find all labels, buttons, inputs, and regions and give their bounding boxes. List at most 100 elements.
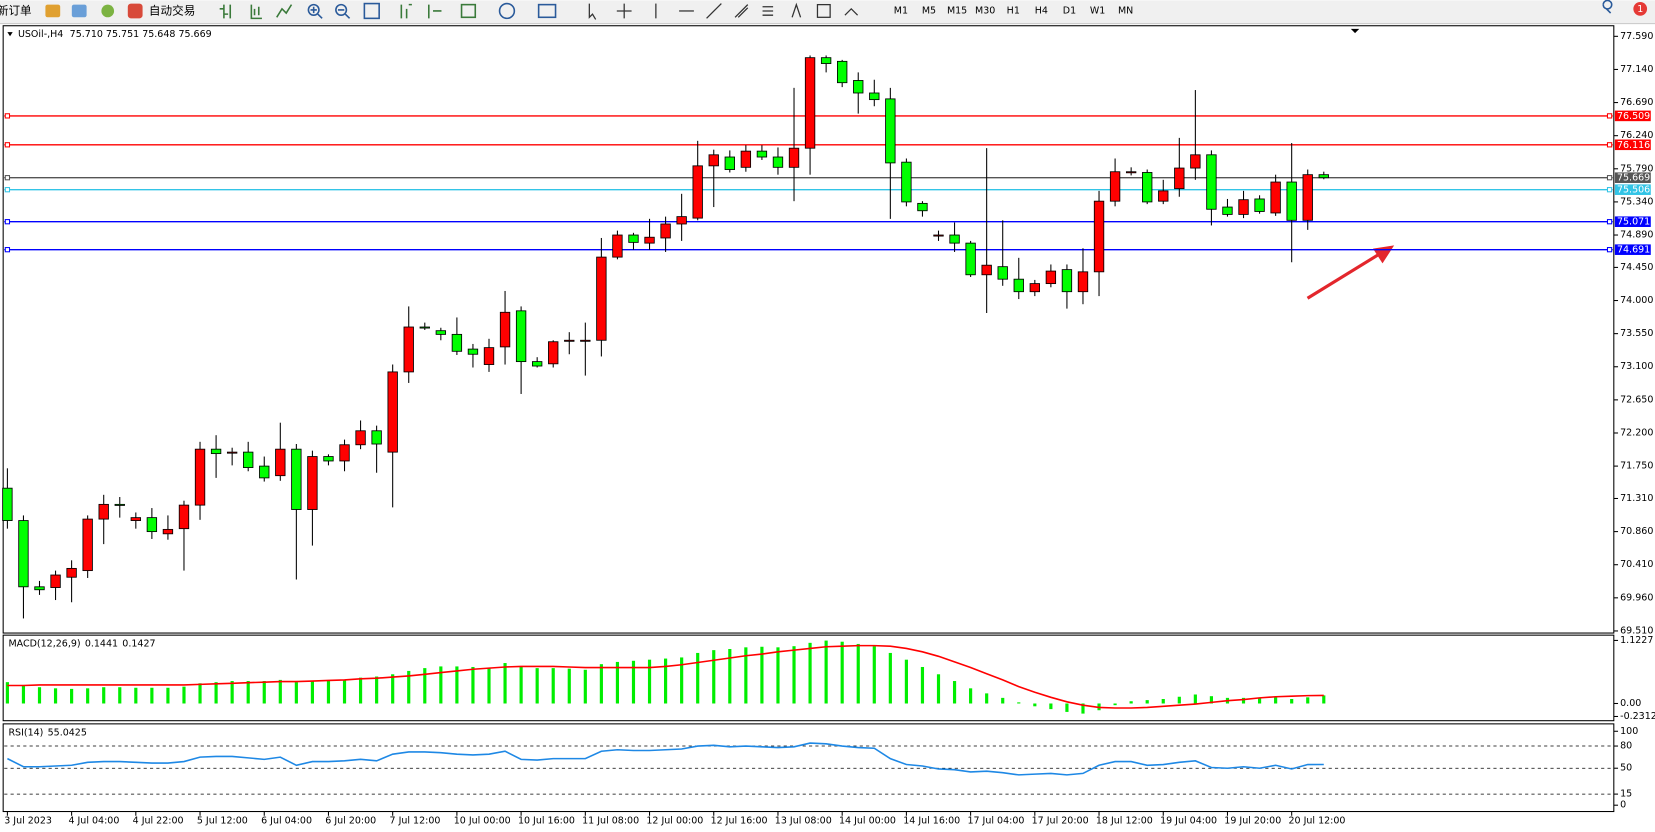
- level-handle: [1606, 175, 1613, 181]
- candle-body: [788, 147, 800, 168]
- search-icon[interactable]: [1602, 0, 1613, 14]
- macd-bar: [680, 657, 684, 704]
- macd-bar: [1081, 703, 1085, 714]
- macd-bar: [840, 641, 844, 704]
- candle-body: [82, 518, 93, 572]
- timeframe-button[interactable]: M30: [975, 5, 995, 16]
- timeframe-button[interactable]: M5: [922, 5, 936, 16]
- timeframe-button[interactable]: D1: [1063, 5, 1076, 16]
- x-tick-label: 14 Jul 16:00: [903, 816, 960, 827]
- icon[interactable]: [537, 3, 557, 19]
- icon[interactable]: [616, 3, 632, 19]
- icon[interactable]: [45, 4, 61, 18]
- icon[interactable]: [71, 4, 87, 18]
- macd-bar: [856, 643, 860, 704]
- candle-body: [1013, 278, 1024, 293]
- candle-body: [1029, 283, 1040, 293]
- auto-trading-button[interactable]: 自动交易: [149, 3, 195, 17]
- timeframe-button[interactable]: W1: [1090, 5, 1105, 16]
- timeframe-button[interactable]: MN: [1118, 5, 1133, 16]
- candle-body: [997, 266, 1008, 280]
- x-tick-label: 17 Jul 20:00: [1032, 816, 1089, 827]
- icon[interactable]: [588, 3, 597, 20]
- level-price-label: 75.669: [1617, 173, 1650, 184]
- candle-body: [933, 234, 944, 237]
- x-tick-label: 5 Jul 12:00: [197, 816, 248, 827]
- icon[interactable]: [816, 3, 831, 18]
- icon[interactable]: [762, 6, 774, 16]
- y-tick-label: 50: [1620, 763, 1632, 774]
- candle-body: [820, 57, 832, 64]
- new-order-button[interactable]: 新订单: [0, 3, 32, 17]
- candle-body: [451, 333, 463, 352]
- icon[interactable]: [734, 4, 749, 18]
- macd-bar: [5, 682, 9, 704]
- macd-bar: [150, 687, 154, 704]
- macd-bar: [471, 666, 475, 704]
- candle-body: [259, 465, 270, 479]
- candle-body: [1125, 171, 1137, 174]
- timeframe-bar: M1 M5 M15 M30 H1 H4 D1 W1 MN: [894, 5, 1134, 16]
- y-tick-label: 74.890: [1620, 230, 1653, 241]
- candle-body: [226, 451, 238, 454]
- macd-bar: [1257, 698, 1262, 704]
- macd-bar: [102, 687, 106, 704]
- candle-body: [1238, 199, 1249, 215]
- icon[interactable]: [844, 7, 859, 16]
- macd-bar: [278, 679, 282, 704]
- macd-bar: [920, 666, 925, 704]
- icon[interactable]: [337, 9, 351, 19]
- y-tick-label: 100: [1620, 726, 1638, 737]
- icon[interactable]: [400, 3, 412, 19]
- icon[interactable]: [428, 4, 442, 19]
- macd-bar: [1065, 703, 1069, 712]
- macd-bar: [985, 693, 989, 704]
- icon[interactable]: [276, 4, 293, 18]
- candle-body: [50, 574, 61, 588]
- candle-body: [837, 60, 848, 84]
- icon[interactable]: [791, 2, 802, 18]
- timeframe-button[interactable]: H1: [1007, 5, 1020, 16]
- macd-bar: [583, 669, 587, 704]
- macd-bar: [294, 682, 298, 704]
- macd-bar: [712, 650, 716, 704]
- macd-bar: [599, 664, 603, 704]
- level-price-box: [1614, 139, 1651, 151]
- candle-body: [339, 444, 350, 462]
- icon[interactable]: [335, 3, 348, 16]
- macd-bar: [198, 683, 202, 704]
- timeframe-button[interactable]: H4: [1035, 5, 1048, 16]
- icon[interactable]: [460, 3, 477, 19]
- toolbar-icons: [219, 4, 293, 20]
- macd-bar: [1145, 700, 1149, 704]
- candle-body: [114, 503, 125, 506]
- candle-body: [323, 456, 334, 462]
- x-tick-label: 4 Jul 22:00: [133, 816, 184, 827]
- macd-bar: [166, 687, 170, 704]
- macd-bar: [455, 666, 459, 704]
- candle-body: [596, 256, 607, 341]
- candle-body: [34, 586, 45, 591]
- auto-trading-icon[interactable]: [127, 3, 143, 19]
- icon[interactable]: [307, 3, 320, 16]
- alert-badge[interactable]: [1633, 1, 1648, 16]
- level-handle: [1606, 142, 1613, 148]
- icon[interactable]: [250, 4, 262, 20]
- macd-bar: [262, 681, 266, 704]
- icon[interactable]: [101, 4, 115, 18]
- icon[interactable]: [219, 4, 232, 19]
- timeframe-button[interactable]: M1: [894, 5, 908, 16]
- candle-body: [419, 326, 430, 329]
- timeframe-button[interactable]: M15: [947, 5, 967, 16]
- icon[interactable]: [363, 2, 380, 20]
- icon[interactable]: [310, 6, 323, 19]
- symbol-menu[interactable]: [7, 32, 13, 37]
- level-price-label: 76.116: [1617, 140, 1650, 151]
- candle-body: [708, 154, 719, 167]
- candle-body: [130, 517, 141, 521]
- icon[interactable]: [706, 3, 722, 19]
- macd-bar: [1129, 701, 1133, 704]
- candle-body: [612, 234, 623, 258]
- icon[interactable]: [498, 2, 516, 20]
